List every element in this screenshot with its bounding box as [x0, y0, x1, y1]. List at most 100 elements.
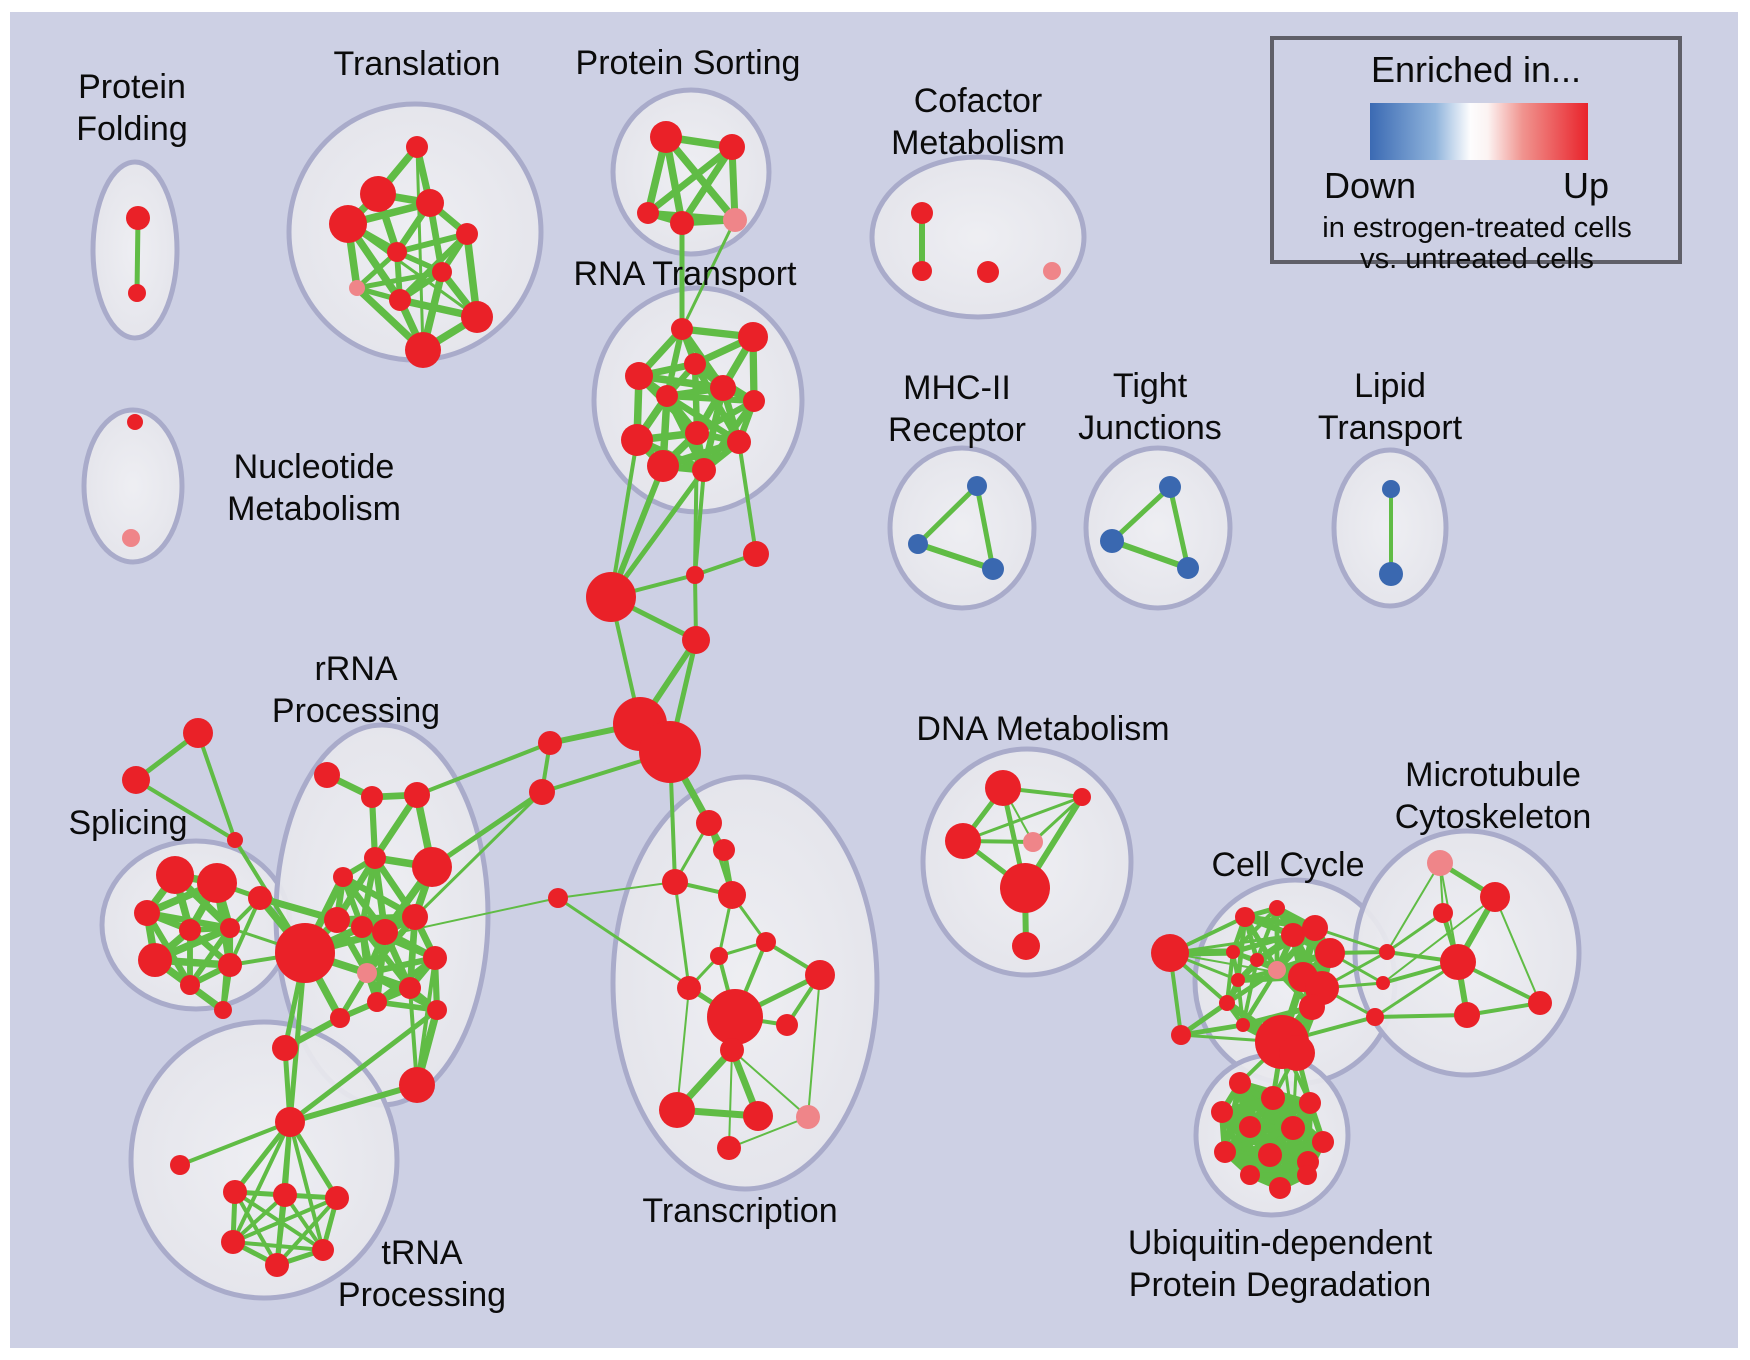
rna-transport-node-9 [727, 430, 751, 454]
cluster-ellipse-transcription [610, 774, 880, 1192]
cluster-label-dna-metabolism: DNA Metabolism [916, 710, 1169, 748]
translation-node-3 [329, 205, 367, 243]
edge [974, 483, 996, 572]
edge [915, 541, 996, 572]
translation-node-7 [349, 280, 365, 296]
dna-metabolism-node-1 [1073, 788, 1091, 806]
edge [663, 325, 686, 400]
edge [413, 790, 544, 919]
connectors-node-5 [639, 721, 701, 783]
transcription-node-5 [710, 947, 728, 965]
splicing-node-0 [156, 856, 194, 894]
connectors-node-9 [122, 766, 150, 794]
connectors-node-7 [529, 779, 555, 805]
rna-transport-node-5 [656, 385, 678, 407]
legend-gradient-bar [1370, 103, 1588, 160]
ubiquitin-degradation-node-5 [1281, 1116, 1305, 1140]
ubiquitin-degradation-node-3 [1211, 1101, 1233, 1123]
cell-cycle-node-7 [1231, 973, 1245, 987]
splicing-node-4 [220, 918, 240, 938]
cluster-label-ubiquitin-degradation: Ubiquitin-dependent Protein Degradation [1128, 1224, 1433, 1304]
rrna-processing-node-9 [372, 919, 398, 945]
cluster-label-microtubule-cytoskeleton: Microtubule Cytoskeleton [1395, 756, 1592, 836]
rrna-processing-node-7 [324, 907, 350, 933]
transcription-node-14 [796, 1105, 820, 1129]
rrna-processing-node-14 [399, 977, 421, 999]
edge [728, 1116, 809, 1149]
trna-processing-node-3 [273, 1183, 297, 1207]
cell-cycle-node-1 [1171, 1025, 1191, 1045]
edge [178, 1120, 292, 1167]
transcription-node-3 [718, 881, 746, 909]
edge [196, 731, 237, 842]
rrna-processing-node-16 [427, 1000, 447, 1020]
cluster-label-splicing: Splicing [68, 804, 187, 842]
rrna-processing-node-2 [404, 782, 430, 808]
trna-processing-node-2 [223, 1180, 247, 1204]
rna-transport-node-1 [738, 322, 768, 352]
edge [1109, 538, 1191, 571]
edge [731, 1049, 809, 1118]
edge [1109, 484, 1173, 544]
cofactor-metabolism-node-2 [977, 261, 999, 283]
transcription-node-11 [720, 1038, 744, 1062]
tight-junctions-node-2 [1177, 557, 1199, 579]
dna-metabolism-node-0 [985, 770, 1021, 806]
mhc-ii-receptor-node-2 [982, 558, 1004, 580]
legend-down-label: Down [1324, 165, 1416, 206]
splicing-node-6 [180, 975, 200, 995]
ubiquitin-degradation-node-12 [1297, 1165, 1317, 1185]
ubiquitin-degradation-node-2 [1299, 1092, 1321, 1114]
edge [231, 1120, 292, 1244]
rna-transport-node-4 [710, 375, 736, 401]
cluster-label-cell-cycle: Cell Cycle [1211, 846, 1364, 884]
trna-processing-node-7 [265, 1253, 289, 1277]
splicing-node-2 [134, 900, 160, 926]
cluster-label-protein-sorting: Protein Sorting [576, 44, 801, 82]
cell-cycle-node-8 [1219, 995, 1235, 1011]
cofactor-metabolism-node-0 [911, 202, 933, 224]
cell-cycle-node-9 [1236, 1018, 1250, 1032]
edge [609, 438, 639, 599]
rrna-processing-node-8 [351, 916, 373, 938]
rna-transport-node-8 [621, 424, 653, 456]
edge [663, 392, 758, 405]
cell-cycle-node-6 [1268, 961, 1286, 979]
cell-cycle-node-3 [1269, 900, 1285, 916]
edge [415, 741, 552, 797]
transcription-node-10 [776, 1014, 798, 1036]
cofactor-metabolism-node-3 [1043, 262, 1061, 280]
edge [374, 999, 440, 1013]
dna-metabolism-node-4 [1000, 863, 1050, 913]
trna-processing-node-6 [312, 1239, 334, 1261]
cluster-ellipse-cofactor-metabolism [869, 154, 1087, 320]
cluster-label-protein-folding: Protein Folding [76, 68, 188, 148]
edge [644, 143, 736, 217]
edge [807, 974, 821, 1118]
rrna-processing-node-5 [333, 867, 353, 887]
edge [728, 1049, 733, 1149]
cluster-labels: Protein Folding Translation Protein Sorting… [68, 44, 1591, 1314]
protein-sorting-node-4 [723, 208, 747, 232]
transcription-node-13 [743, 1101, 773, 1131]
rrna-processing-node-11 [275, 923, 335, 983]
dna-metabolism-node-5 [1012, 932, 1040, 960]
rna-transport-node-3 [684, 353, 706, 375]
cell-cycle-node-17 [1279, 1035, 1315, 1071]
cofactor-metabolism-node-1 [912, 261, 932, 281]
microtubule-cytoskeleton-node-1 [1433, 903, 1453, 923]
cell-cycle-node-4 [1226, 945, 1240, 959]
connectors-node-1 [686, 566, 704, 584]
cluster-label-transcription: Transcription [642, 1192, 837, 1230]
translation-node-10 [405, 332, 441, 368]
microtubule-cytoskeleton-node-3 [1440, 944, 1476, 980]
rrna-processing-node-4 [412, 847, 452, 887]
ubiquitin-degradation-node-10 [1240, 1165, 1260, 1185]
trna-processing-node-5 [221, 1230, 245, 1254]
connectors-node-0 [586, 572, 636, 622]
connectors-node-11 [1379, 944, 1395, 960]
edge [275, 1196, 339, 1267]
translation-node-0 [406, 136, 428, 158]
connectors-node-6 [538, 731, 562, 755]
